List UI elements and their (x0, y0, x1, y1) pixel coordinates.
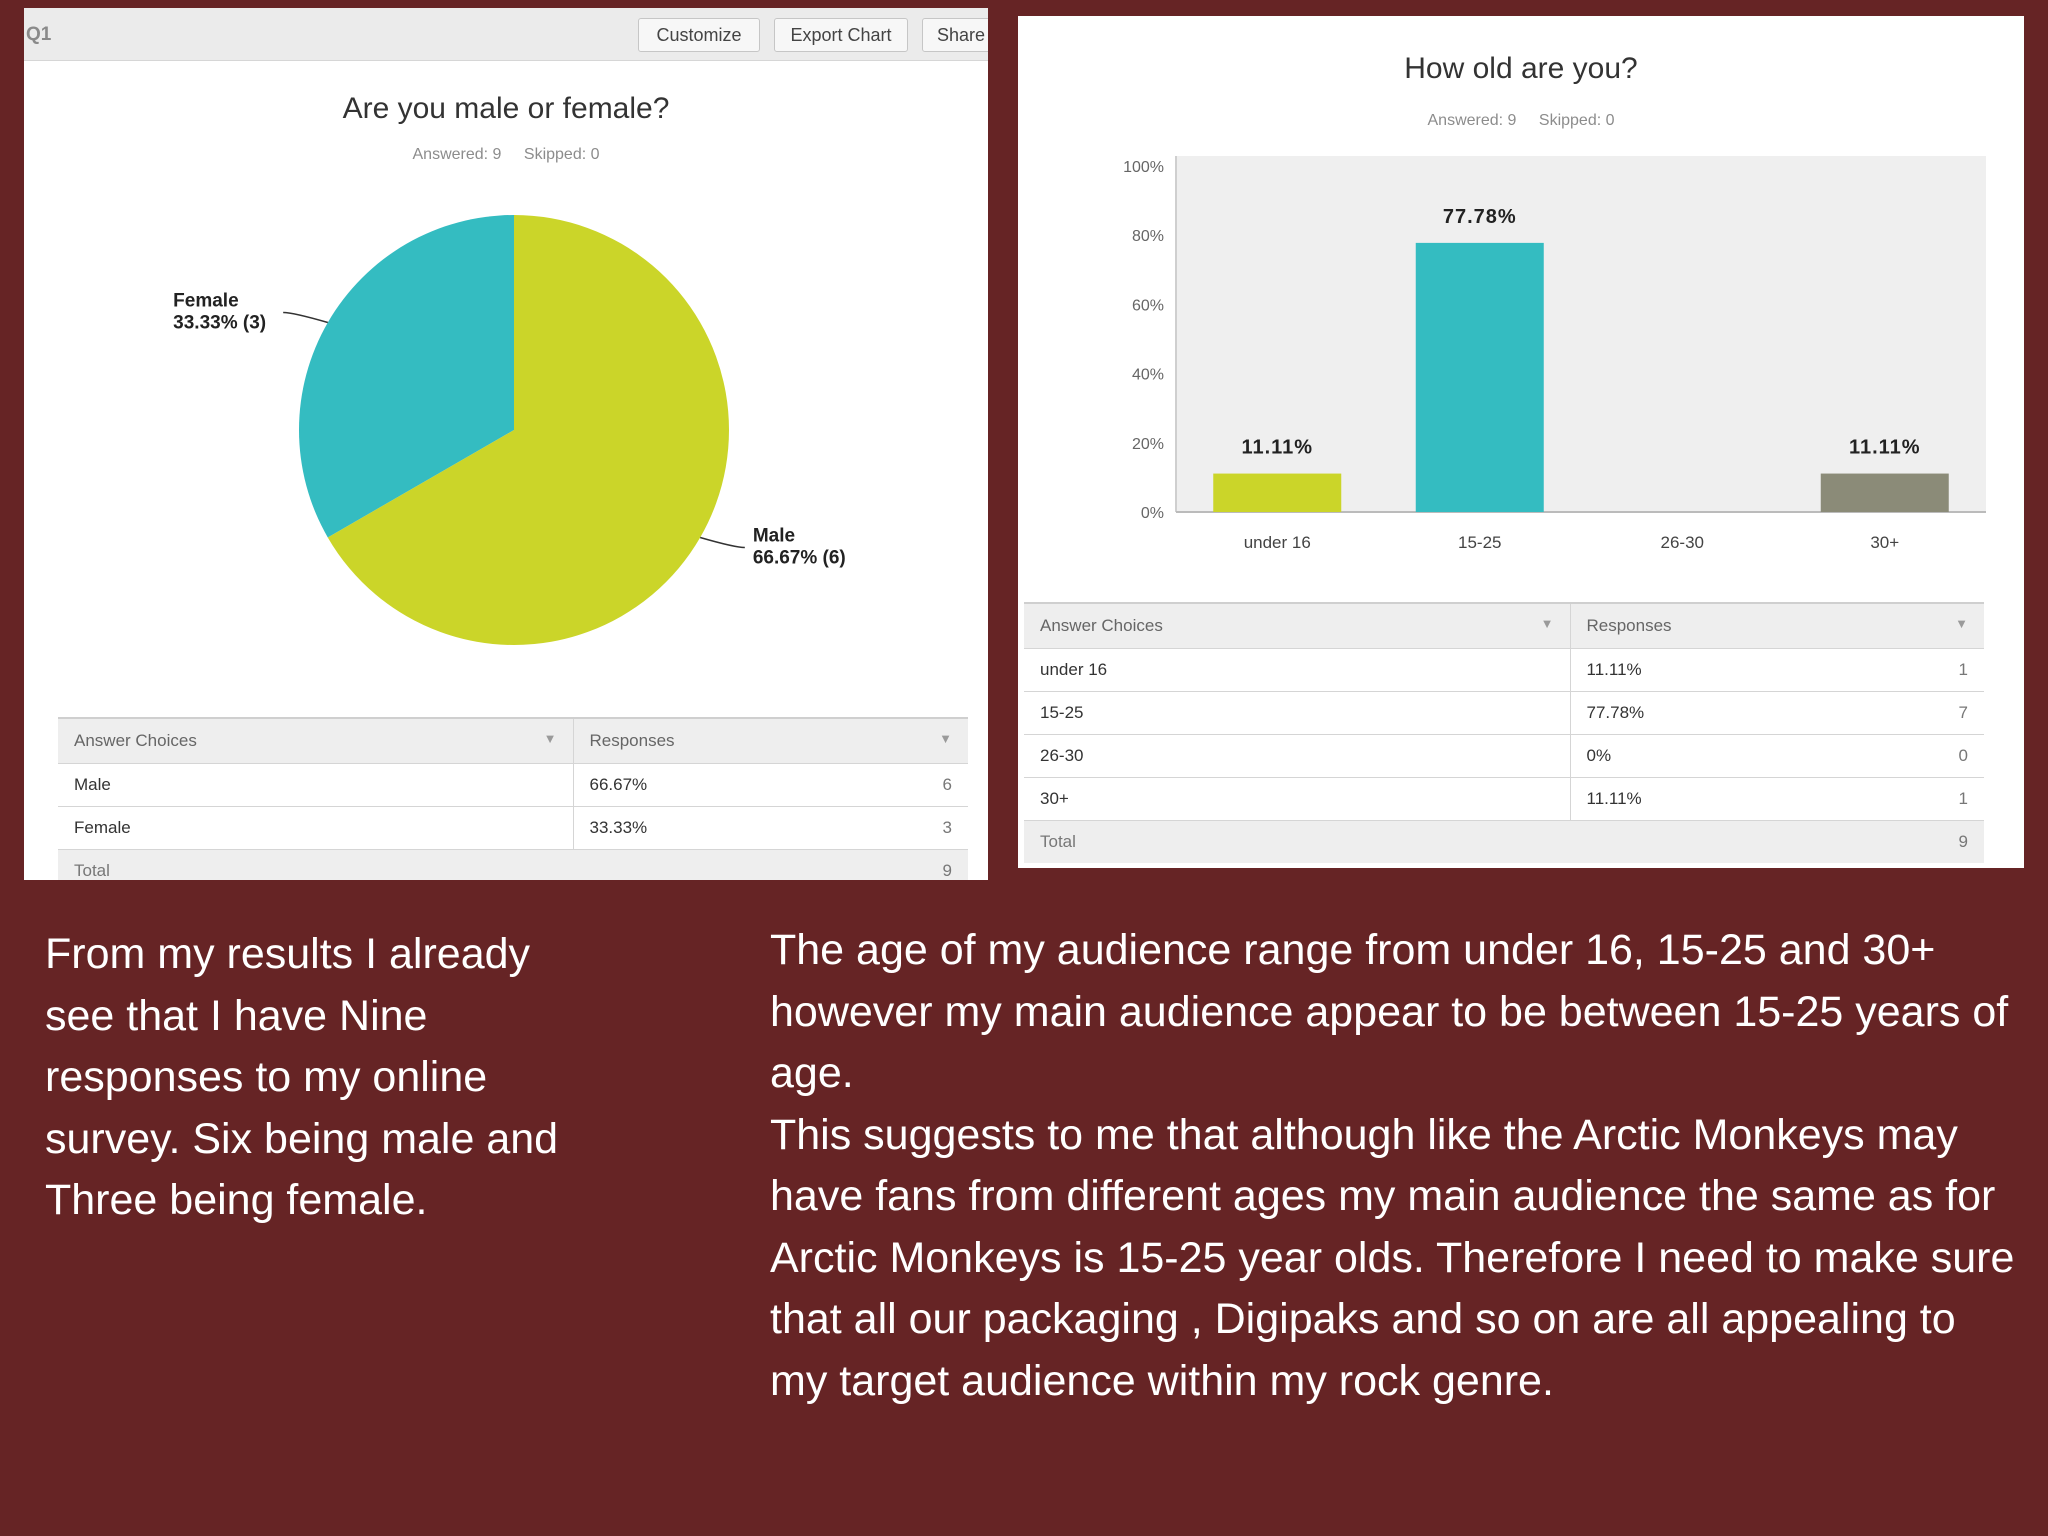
table-row: 15-25 77.78% 7 (1024, 691, 1984, 735)
answered-count: Answered: 9 (1427, 112, 1517, 129)
bar-chart-title: How old are you? (1404, 52, 1638, 85)
sort-caret-icon[interactable]: ▼ (1955, 616, 1968, 631)
response-cell: 77.78% 7 (1569, 691, 1984, 735)
table-header-row: Answer Choices ▼ Responses ▼ (1024, 602, 1984, 649)
answer-choices-header[interactable]: Answer Choices ▼ (58, 717, 573, 764)
bar-30+[interactable] (1820, 473, 1949, 512)
table-total-row: Total 9 (1024, 820, 1984, 863)
responses-header[interactable]: Responses ▼ (1569, 602, 1984, 649)
gender-summary-paragraph: From my results I already see that I hav… (45, 930, 559, 1224)
response-cell: 66.67% 6 (572, 763, 968, 807)
x-tick-label: 15-25 (1458, 533, 1501, 552)
skipped-count: Skipped: 0 (523, 146, 600, 163)
sort-caret-icon[interactable]: ▼ (1540, 616, 1554, 631)
table-row: Male 66.67% 6 (58, 763, 968, 807)
choice-cell: under 16 (1024, 648, 1570, 692)
sort-caret-icon[interactable]: ▼ (939, 731, 952, 746)
total-value: 9 (1570, 820, 1984, 863)
table-total-row: Total 9 (58, 849, 968, 880)
gender-question-panel: Q1 Customize Export Chart Share Are you … (24, 8, 988, 880)
bar-value-label: 77.78% (1443, 206, 1517, 228)
age-bar-chart: 0% 20% 40% 60% 80% 100% 11.11% under 16 77.78% 15… (1123, 156, 1986, 552)
y-tick-label: 60% (1132, 297, 1164, 314)
table-row: 26-30 0% 0 (1024, 734, 1984, 778)
choice-cell: 26-30 (1024, 734, 1570, 778)
total-label: Total (1024, 820, 1570, 863)
y-tick-label: 40% (1132, 367, 1164, 384)
pie-leader-line (699, 536, 745, 549)
responses-header[interactable]: Responses ▼ (572, 717, 968, 764)
gender-summary-text: From my results I already see that I hav… (45, 924, 605, 1232)
bar-value-label: 11.11% (1849, 437, 1921, 459)
x-tick-label: 30+ (1870, 533, 1899, 552)
choice-cell: 15-25 (1024, 691, 1570, 735)
sort-caret-icon[interactable]: ▼ (543, 731, 557, 746)
bar-under-16[interactable] (1213, 473, 1342, 512)
skipped-count: Skipped: 0 (1538, 112, 1615, 129)
x-tick-label: 26-30 (1661, 533, 1704, 552)
choice-cell: Male (58, 763, 573, 807)
answer-choices-header[interactable]: Answer Choices ▼ (1024, 602, 1570, 649)
bar-chart-stats: Answered: 9 Skipped: 0 (1018, 112, 2024, 130)
pie-slice-label: Female (173, 290, 238, 311)
response-cell: 33.33% 3 (572, 806, 968, 850)
export-chart-button[interactable]: Export Chart (774, 18, 908, 52)
total-label: Total (58, 849, 573, 880)
response-cell: 11.11% 1 (1569, 777, 1984, 821)
pie-slice-value: 33.33% (3) (173, 312, 266, 333)
age-summary-text: The age of my audience range from under … (770, 920, 2020, 1412)
bar-value-label: 11.11% (1241, 437, 1313, 459)
pie-slice-female[interactable] (298, 215, 514, 538)
pie-leader-line (283, 311, 329, 324)
bar-15-25[interactable] (1415, 242, 1544, 512)
choice-cell: 30+ (1024, 777, 1570, 821)
response-cell: 11.11% 1 (1569, 648, 1984, 692)
pie-chart-stats: Answered: 9 Skipped: 0 (24, 146, 988, 164)
age-responses-table: Answer Choices ▼ Responses ▼ under 16 11.1… (1024, 602, 1984, 863)
choice-cell: Female (58, 806, 573, 850)
customize-button[interactable]: Customize (638, 18, 760, 52)
share-button[interactable]: Share (922, 18, 988, 52)
plot-area (1176, 156, 1986, 512)
total-value: 9 (573, 849, 968, 880)
table-row: Female 33.33% 3 (58, 806, 968, 850)
pie-slice-male[interactable] (327, 215, 729, 646)
x-tick-label: under 16 (1244, 533, 1311, 552)
age-summary-paragraph-2: This suggests to me that although like t… (770, 1110, 2015, 1405)
table-row: under 16 11.11% 1 (1024, 648, 1984, 692)
table-row: 30+ 11.11% 1 (1024, 777, 1984, 821)
y-tick-label: 100% (1123, 159, 1164, 176)
question-number: Q1 (26, 24, 52, 45)
pie-slice-value: 66.67% (6) (753, 548, 846, 569)
pie-chart-title: Are you male or female? (342, 92, 670, 125)
gender-responses-table: Answer Choices ▼ Responses ▼ Male 66.67% 6 … (58, 717, 968, 880)
table-header-row: Answer Choices ▼ Responses ▼ (58, 717, 968, 764)
y-tick-label: 0% (1141, 505, 1164, 522)
y-tick-label: 20% (1132, 436, 1164, 453)
chart-toolbar: Q1 Customize Export Chart Share (24, 8, 988, 61)
pie-slice-label: Male (753, 526, 795, 547)
answered-count: Answered: 9 (412, 146, 502, 163)
age-question-panel: How old are you? Answered: 9 Skipped: 0 … (1018, 16, 2024, 868)
age-summary-paragraph-1: The age of my audience range from under … (770, 926, 2009, 1097)
y-tick-label: 80% (1132, 228, 1164, 245)
response-cell: 0% 0 (1569, 734, 1984, 778)
